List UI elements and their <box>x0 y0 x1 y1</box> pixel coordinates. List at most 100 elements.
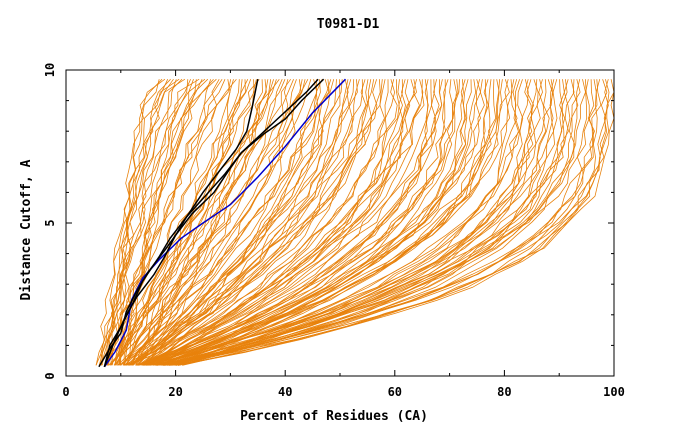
axis-ticks: 0 20 40 60 80 100 0 5 10 <box>43 63 625 399</box>
model-curve <box>107 78 186 366</box>
x-axis-label: Percent of Residues (CA) <box>240 409 428 424</box>
model-curve <box>156 79 510 366</box>
model-curve <box>128 79 398 366</box>
model-curve <box>149 79 396 366</box>
model-curve <box>157 79 586 366</box>
model-curve <box>126 79 358 366</box>
model-curve <box>118 78 214 366</box>
model-curve <box>162 79 575 366</box>
model-curve <box>95 78 174 366</box>
highlight-series-line <box>98 78 319 368</box>
model-curve <box>135 79 286 366</box>
x-tick-label: 0 <box>62 385 69 399</box>
model-curve <box>131 79 330 366</box>
model-curve <box>152 79 417 366</box>
model-curve <box>178 79 608 366</box>
model-curve <box>155 79 460 366</box>
model-curve <box>129 79 386 366</box>
model-curve <box>144 79 343 366</box>
model-curve <box>135 79 318 366</box>
model-curve <box>146 79 416 366</box>
model-curve <box>130 79 381 366</box>
model-curve <box>169 79 543 366</box>
model-curve <box>125 79 234 366</box>
y-tick-label: 0 <box>43 372 57 379</box>
model-curve <box>157 79 503 366</box>
x-tick-label: 80 <box>497 385 511 399</box>
model-curve <box>122 79 306 366</box>
model-curve <box>136 79 447 366</box>
x-tick-label: 60 <box>388 385 402 399</box>
model-curve <box>160 79 532 366</box>
model-curve <box>146 79 425 366</box>
x-tick-label: 100 <box>603 385 625 399</box>
model-curve <box>147 79 485 366</box>
model-curve <box>144 79 459 366</box>
model-curve <box>126 78 280 366</box>
model-curve <box>101 78 206 366</box>
model-curve <box>170 79 581 366</box>
model-curve <box>132 79 303 366</box>
model-curve <box>155 79 555 366</box>
model-curve <box>128 79 312 366</box>
model-curve <box>106 78 166 366</box>
model-curve <box>128 79 403 366</box>
model-curve <box>150 79 538 366</box>
model-curve <box>138 79 355 366</box>
model-curve <box>137 79 321 366</box>
model-curve <box>113 78 260 366</box>
y-tick-label: 5 <box>43 219 57 226</box>
model-curve <box>124 79 194 366</box>
model-curve <box>173 79 553 366</box>
plot-area <box>95 78 615 368</box>
chart-title: T0981-D1 <box>317 17 380 32</box>
model-curve <box>154 79 481 366</box>
model-curve <box>156 79 521 366</box>
model-curve <box>124 79 332 366</box>
model-curve <box>156 79 590 366</box>
model-curve <box>157 79 472 366</box>
model-curve <box>146 79 429 366</box>
model-curve <box>160 79 488 366</box>
model-curve <box>108 79 246 366</box>
y-axis-label: Distance Cutoff, A <box>19 159 34 300</box>
y-tick-label: 10 <box>43 63 57 77</box>
model-curve <box>143 79 373 366</box>
model-curve <box>130 79 294 366</box>
model-curve <box>178 79 579 366</box>
model-curve <box>143 79 511 366</box>
model-curve <box>164 79 589 366</box>
model-curve <box>135 79 440 366</box>
x-tick-label: 20 <box>168 385 182 399</box>
model-curve <box>123 79 252 366</box>
model-curve <box>107 79 203 366</box>
model-curve <box>137 79 302 366</box>
model-curve <box>128 79 341 366</box>
model-curve <box>100 79 212 366</box>
model-curve <box>106 79 249 366</box>
model-curve <box>150 79 492 366</box>
x-tick-label: 40 <box>278 385 292 399</box>
model-curve <box>167 79 615 366</box>
model-curve <box>174 79 566 366</box>
model-curve <box>142 79 424 366</box>
model-curve <box>140 79 443 366</box>
model-curve <box>182 79 602 366</box>
model-curve <box>109 79 257 366</box>
model-curve <box>167 79 489 366</box>
highlight-series-line <box>103 78 325 368</box>
reference-series-line <box>103 78 347 368</box>
model-curve <box>166 79 519 366</box>
model-curve <box>143 79 500 366</box>
model-curve <box>114 79 309 366</box>
model-curve <box>137 79 403 366</box>
model-curve <box>165 79 609 366</box>
model-curve <box>168 79 563 366</box>
model-curve <box>124 79 323 366</box>
model-curve <box>98 79 189 366</box>
model-curve <box>148 79 383 366</box>
model-curve <box>177 79 610 366</box>
model-curve <box>112 78 200 366</box>
model-curve <box>163 79 615 366</box>
